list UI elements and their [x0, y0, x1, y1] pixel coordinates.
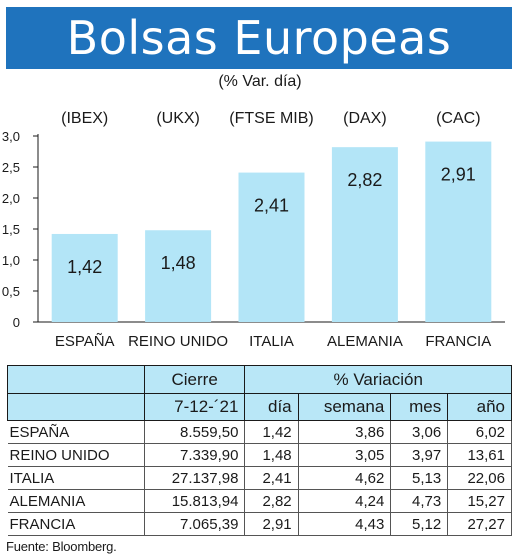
table-corner-cell-2	[7, 393, 145, 421]
table-row: REINO UNIDO 7.339,90 1,48 3,05 3,97 13,6…	[7, 443, 512, 467]
cell-semana: 3,05	[298, 443, 392, 467]
cell-semana: 3,86	[298, 420, 392, 444]
bar-value-label: 1,42	[67, 257, 102, 277]
cell-dia: 1,42	[244, 420, 299, 444]
y-tick-label: 2,0	[2, 191, 20, 206]
bar-chart: 0 0,5 1,0 1,5 2,0 2,5 3,0 1,42 ESPAÑA (IBEX) 1,48 R…	[2, 110, 505, 350]
cell-ano: 27,27	[447, 512, 512, 536]
header-date: 7-12-´21	[143, 393, 246, 421]
chart-subtitle: (% Var. día)	[218, 73, 302, 90]
table-row: ALEMANIA 15.813,94 2,82 4,24 4,73 15,27	[7, 489, 512, 513]
cell-mes: 4,73	[390, 489, 449, 513]
x-tick-label: ITALIA	[249, 333, 294, 350]
cell-country: ESPAÑA	[7, 420, 145, 444]
data-table: Cierre % Variación 7-12-´21 día semana m…	[7, 365, 512, 536]
x-tick-label: REINO UNIDO	[128, 333, 228, 350]
bar	[331, 147, 398, 322]
header-variacion: % Variación	[244, 365, 512, 394]
y-tick-label: 2,5	[2, 160, 20, 175]
cell-semana: 4,43	[298, 512, 392, 536]
y-tick-label: 3,0	[2, 129, 20, 144]
title-banner: Bolsas Europeas	[6, 7, 512, 69]
table-row: ESPAÑA 8.559,50 1,42 3,86 3,06 6,02	[7, 420, 512, 444]
index-label: (FTSE MIB)	[229, 110, 313, 127]
cell-cierre: 7.339,90	[144, 443, 246, 467]
cell-dia: 2,82	[244, 489, 299, 513]
cell-mes: 5,12	[390, 512, 449, 536]
bar	[238, 172, 305, 322]
cell-mes: 3,97	[390, 443, 449, 467]
data-table-container: Cierre % Variación 7-12-´21 día semana m…	[7, 365, 512, 536]
cell-cierre: 7.065,39	[144, 512, 246, 536]
bar-value-label: 2,41	[254, 196, 289, 216]
bar-value-label: 2,82	[347, 170, 382, 190]
x-tick-label: ESPAÑA	[55, 333, 115, 350]
cell-country: ITALIA	[7, 466, 145, 490]
header-dia: día	[244, 393, 299, 421]
cell-cierre: 15.813,94	[144, 489, 246, 513]
y-tick-label: 0	[13, 315, 20, 330]
bar	[145, 230, 212, 322]
y-tick-label: 0,5	[2, 284, 20, 299]
cell-dia: 1,48	[244, 443, 299, 467]
header-ano: año	[447, 393, 512, 421]
table-corner-cell	[7, 365, 145, 394]
cell-country: REINO UNIDO	[7, 443, 145, 467]
table-group-header-row: Cierre % Variación	[7, 365, 512, 394]
cell-country: ALEMANIA	[7, 489, 145, 513]
header-semana: semana	[297, 393, 392, 421]
index-label: (IBEX)	[61, 110, 108, 127]
cell-cierre: 8.559,50	[144, 420, 246, 444]
cell-dia: 2,91	[244, 512, 299, 536]
y-tick-label: 1,5	[2, 222, 20, 237]
index-label: (UKX)	[156, 110, 200, 127]
index-label: (CAC)	[436, 110, 480, 127]
cell-semana: 4,24	[298, 489, 392, 513]
bar	[425, 141, 492, 322]
cell-cierre: 27.137,98	[144, 466, 246, 490]
x-tick-label: FRANCIA	[425, 333, 491, 350]
source-note: Fuente: Bloomberg.	[6, 539, 117, 554]
bar	[51, 233, 118, 322]
bar-value-label: 2,91	[441, 165, 476, 185]
cell-ano: 15,27	[447, 489, 512, 513]
header-mes: mes	[390, 393, 449, 421]
cell-dia: 2,41	[244, 466, 299, 490]
page-title: Bolsas Europeas	[66, 11, 452, 65]
table-row: ITALIA 27.137,98 2,41 4,62 5,13 22,06	[7, 466, 512, 490]
x-tick-label: ALEMANIA	[327, 333, 403, 350]
cell-mes: 3,06	[390, 420, 449, 444]
cell-mes: 5,13	[390, 466, 449, 490]
index-label: (DAX)	[343, 110, 387, 127]
cell-ano: 6,02	[447, 420, 512, 444]
table-row: FRANCIA 7.065,39 2,91 4,43 5,12 27,27	[7, 512, 512, 536]
cell-ano: 13,61	[447, 443, 512, 467]
cell-ano: 22,06	[447, 466, 512, 490]
y-tick-label: 1,0	[2, 253, 20, 268]
table-sub-header-row: 7-12-´21 día semana mes año	[7, 393, 512, 421]
cell-country: FRANCIA	[7, 512, 145, 536]
header-cierre: Cierre	[143, 365, 246, 394]
bar-value-label: 1,48	[161, 253, 196, 273]
cell-semana: 4,62	[298, 466, 392, 490]
